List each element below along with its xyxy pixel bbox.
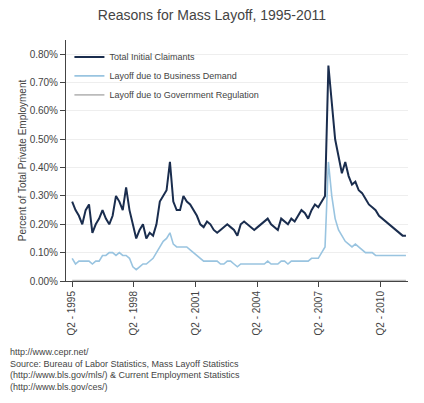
svg-text:Q2 - 2010: Q2 - 2010 xyxy=(375,291,386,336)
svg-text:0.20%: 0.20% xyxy=(30,219,58,230)
svg-text:Total Initial Claimants: Total Initial Claimants xyxy=(109,52,195,62)
svg-text:0.40%: 0.40% xyxy=(30,162,58,173)
svg-text:Q2 - 2001: Q2 - 2001 xyxy=(190,291,201,336)
svg-text:0.50%: 0.50% xyxy=(30,134,58,145)
svg-text:Q2 - 2004: Q2 - 2004 xyxy=(251,291,262,336)
svg-text:Percent of Total Private Emplo: Percent of Total Private Employment xyxy=(17,80,28,242)
svg-text:Q2 - 1995: Q2 - 1995 xyxy=(66,291,77,336)
svg-text:0.30%: 0.30% xyxy=(30,190,58,201)
svg-text:Layoff due to Government Regul: Layoff due to Government Regulation xyxy=(109,90,258,100)
svg-text:Reasons for Mass Layoff, 1995-: Reasons for Mass Layoff, 1995-2011 xyxy=(98,7,327,23)
svg-text:http://www.cepr.net/Source: Bu: http://www.cepr.net/Source: Bureau of La… xyxy=(10,347,240,392)
svg-text:0.10%: 0.10% xyxy=(30,247,58,258)
svg-text:0.80%: 0.80% xyxy=(30,49,58,60)
svg-text:Layoff due to Business Demand: Layoff due to Business Demand xyxy=(109,71,236,81)
svg-text:0.60%: 0.60% xyxy=(30,105,58,116)
svg-text:0.00%: 0.00% xyxy=(30,276,58,287)
svg-text:Q2 - 2007: Q2 - 2007 xyxy=(313,291,324,336)
svg-text:0.70%: 0.70% xyxy=(30,77,58,88)
svg-text:Q2 - 1998: Q2 - 1998 xyxy=(128,291,139,336)
